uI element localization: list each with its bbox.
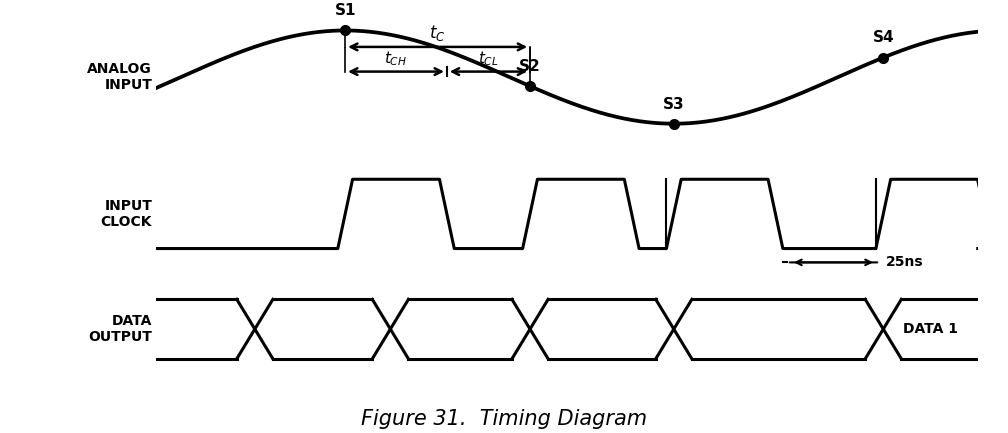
Text: DATA
OUTPUT: DATA OUTPUT	[89, 314, 152, 344]
Text: $t_C$: $t_C$	[429, 23, 446, 43]
Text: $t_{CL}$: $t_{CL}$	[478, 49, 499, 68]
Text: S1: S1	[335, 3, 356, 18]
Text: ANALOG
INPUT: ANALOG INPUT	[88, 62, 152, 92]
Text: S3: S3	[663, 97, 684, 112]
Text: DATA 1: DATA 1	[903, 322, 958, 336]
Text: S4: S4	[873, 30, 894, 45]
Text: 25ns: 25ns	[886, 255, 923, 269]
Text: $t_{CH}$: $t_{CH}$	[384, 49, 407, 68]
Text: Figure 31.  Timing Diagram: Figure 31. Timing Diagram	[361, 409, 647, 429]
Text: S2: S2	[519, 59, 541, 74]
Text: INPUT
CLOCK: INPUT CLOCK	[101, 199, 152, 229]
